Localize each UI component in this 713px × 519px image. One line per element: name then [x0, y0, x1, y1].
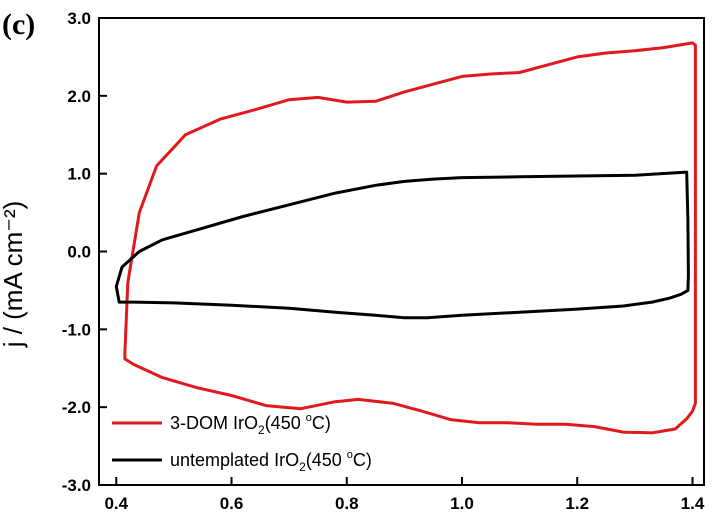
plot-area	[114, 41, 697, 435]
axis-ticks: 0.4 0.6 0.8 1.0 1.2 1.4 3.0 2.0 1.0 0.0 -1.0 -2.0 -3…	[62, 9, 705, 513]
legend-label-1: untemplated IrO2(450 oC)	[170, 449, 372, 474]
y-tick-label: 3.0	[67, 9, 91, 28]
x-tick-label: 0.8	[335, 494, 359, 513]
x-tick-label: 1.2	[565, 494, 589, 513]
x-tick-label: 1.4	[681, 494, 705, 513]
legend: 3-DOM IrO2(450 oC) untemplated IrO2(450 o…	[112, 412, 372, 474]
y-axis-label: j / (mA cm⁻²)	[0, 201, 28, 349]
x-tick-label: 0.4	[104, 494, 128, 513]
x-tick-label: 1.0	[450, 494, 474, 513]
series-line-0	[123, 41, 697, 435]
x-tick-label: 0.6	[220, 494, 244, 513]
panel-label: (c)	[2, 8, 35, 41]
y-tick-label: 2.0	[67, 87, 91, 106]
series-line-1	[114, 170, 690, 320]
legend-label-0: 3-DOM IrO2(450 oC)	[170, 412, 331, 437]
y-tick-label: -1.0	[62, 320, 91, 339]
y-tick-label: 1.0	[67, 165, 91, 184]
y-tick-label: -3.0	[62, 476, 91, 495]
y-tick-label: -2.0	[62, 398, 91, 417]
y-tick-label: 0.0	[67, 243, 91, 262]
